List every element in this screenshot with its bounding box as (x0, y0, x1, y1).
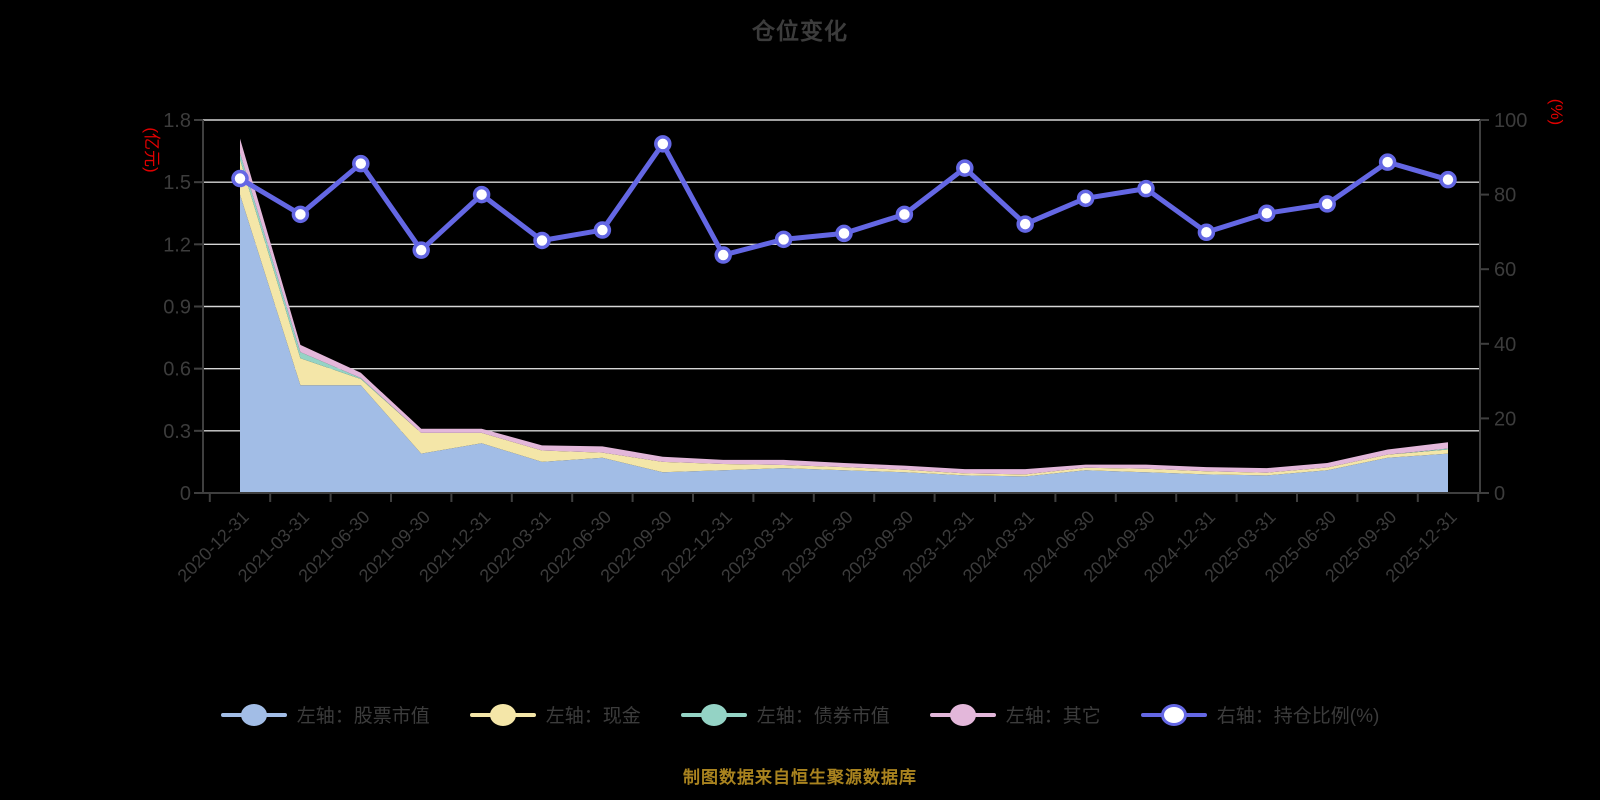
legend-marker-icon (469, 703, 536, 727)
right-axis-unit: (%) (1547, 99, 1566, 125)
data-source-note: 制图数据来自恒生聚源数据库 (683, 768, 917, 787)
left-axis-tick-label: 0 (180, 483, 191, 505)
position-ratio-marker (1076, 189, 1095, 208)
legend-label: 左轴：债券市值 (756, 706, 890, 727)
left-axis-tick-label: 0.6 (163, 359, 191, 381)
legend-marker-icon (220, 703, 287, 727)
left-axis-tick-label: 1.5 (163, 172, 191, 194)
legend-label: 左轴：股票市值 (296, 706, 430, 727)
chart-title: 仓位变化 (752, 18, 848, 44)
left-axis-tick-label: 1.8 (163, 110, 191, 132)
right-axis-tick-label: 80 (1494, 185, 1516, 207)
gridlines (203, 119, 1480, 432)
right-axis-tick-label: 0 (1494, 483, 1505, 505)
legend-item-3[interactable]: 左轴：其它 (929, 701, 1101, 728)
chart-legend: 左轴：股票市值 左轴：现金 左轴：债券市值 左轴：其它 右轴：持仓比例(%) (0, 701, 1600, 728)
position-ratio-marker (1016, 215, 1034, 233)
position-ratio-marker (291, 205, 310, 224)
position-ratio-marker (472, 185, 491, 204)
position-ratio-marker (895, 205, 914, 224)
legend-label: 右轴：持仓比例(%) (1216, 706, 1380, 727)
axes (194, 119, 1489, 502)
right-axis-tick-label: 40 (1494, 334, 1516, 356)
left-axis-tick-label: 0.9 (163, 297, 191, 319)
position-ratio-marker (1197, 223, 1216, 242)
legend-item-0[interactable]: 左轴：股票市值 (220, 701, 430, 728)
position-ratio-marker (654, 135, 672, 153)
stacked-area-bond (240, 153, 1448, 475)
axis-labels: 00.30.60.91.21.51.80204060801002020-12-3… (142, 99, 1566, 586)
position-ratio-marker (774, 230, 793, 249)
position-ratio-marker (1137, 179, 1155, 198)
legend-marker-icon (680, 703, 747, 727)
position-ratio-marker (533, 231, 551, 250)
legend-label: 左轴：其它 (1005, 706, 1101, 727)
stacked-area-stock (240, 194, 1448, 493)
position-ratio-marker (231, 169, 249, 188)
position-ratio-marker (956, 159, 974, 177)
right-axis-tick-label: 100 (1494, 110, 1527, 132)
right-axis-tick-label: 60 (1494, 259, 1516, 281)
left-axis-tick-label: 1.2 (163, 234, 191, 256)
position-ratio-marker (412, 241, 430, 259)
legend-item-2[interactable]: 左轴：债券市值 (680, 701, 890, 728)
legend-marker-icon (1140, 703, 1207, 727)
legend-item-1[interactable]: 左轴：现金 (469, 701, 641, 728)
position-ratio-marker (714, 246, 732, 264)
right-axis-tick-label: 20 (1494, 408, 1516, 430)
legend-label: 左轴：现金 (545, 706, 641, 727)
position-ratio-marker (352, 154, 370, 173)
position-ratio-marker (1378, 153, 1397, 171)
position-ratio-marker (593, 221, 612, 239)
left-axis-unit: (亿元) (142, 127, 161, 172)
position-ratio-marker (1258, 204, 1276, 222)
position-ratio-marker (835, 224, 853, 243)
legend-item-4[interactable]: 右轴：持仓比例(%) (1140, 701, 1380, 728)
legend-marker-icon (929, 703, 996, 727)
position-ratio-marker (1318, 195, 1336, 213)
position-ratio-marker (1439, 170, 1457, 189)
left-axis-tick-label: 0.3 (163, 421, 191, 443)
